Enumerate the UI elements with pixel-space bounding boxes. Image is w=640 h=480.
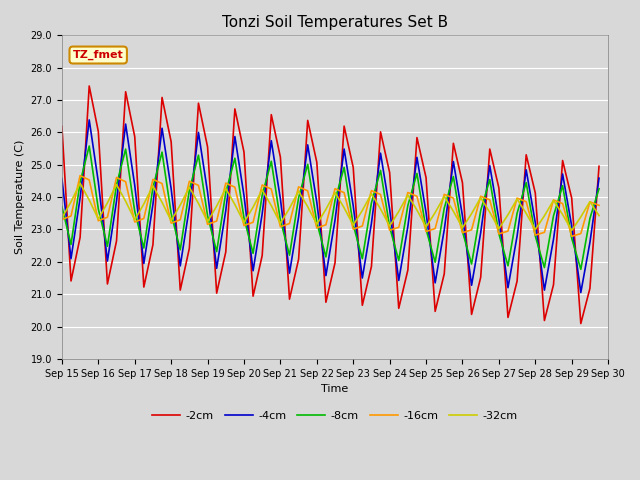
- -4cm: [595, 175, 603, 181]
- -16cm: [158, 180, 166, 186]
- -2cm: [240, 149, 248, 155]
- -2cm: [577, 321, 585, 326]
- -16cm: [222, 180, 230, 186]
- -8cm: [204, 213, 211, 218]
- -2cm: [85, 83, 93, 89]
- -2cm: [158, 95, 166, 100]
- -16cm: [249, 219, 257, 225]
- -8cm: [158, 149, 166, 155]
- -4cm: [85, 117, 93, 123]
- -2cm: [249, 293, 257, 299]
- Line: -4cm: -4cm: [62, 120, 599, 292]
- -2cm: [222, 249, 230, 255]
- -32cm: [249, 204, 257, 210]
- -8cm: [249, 251, 257, 256]
- -8cm: [85, 143, 93, 149]
- -16cm: [595, 203, 603, 208]
- Line: -2cm: -2cm: [62, 86, 599, 324]
- -8cm: [222, 190, 230, 195]
- -16cm: [76, 173, 84, 179]
- Text: TZ_fmet: TZ_fmet: [73, 50, 124, 60]
- -2cm: [404, 267, 412, 273]
- X-axis label: Time: Time: [321, 384, 349, 394]
- -32cm: [158, 199, 166, 205]
- -4cm: [158, 125, 166, 131]
- -16cm: [404, 190, 412, 195]
- -2cm: [595, 163, 603, 169]
- Title: Tonzi Soil Temperatures Set B: Tonzi Soil Temperatures Set B: [222, 15, 448, 30]
- -16cm: [240, 223, 248, 228]
- -8cm: [595, 186, 603, 192]
- -4cm: [249, 268, 257, 274]
- Line: -32cm: -32cm: [62, 183, 599, 230]
- -32cm: [404, 192, 412, 198]
- -4cm: [404, 224, 412, 229]
- -8cm: [240, 215, 248, 221]
- Legend: -2cm, -4cm, -8cm, -16cm, -32cm: -2cm, -4cm, -8cm, -16cm, -32cm: [148, 407, 522, 425]
- -8cm: [404, 203, 412, 208]
- -4cm: [204, 189, 211, 195]
- -2cm: [204, 144, 211, 150]
- -32cm: [595, 213, 603, 218]
- -2cm: [58, 123, 66, 129]
- -4cm: [58, 176, 66, 181]
- -32cm: [222, 186, 230, 192]
- -32cm: [76, 180, 84, 186]
- -32cm: [568, 228, 575, 233]
- -16cm: [568, 233, 575, 239]
- Y-axis label: Soil Temperature (C): Soil Temperature (C): [15, 140, 25, 254]
- -16cm: [204, 221, 211, 227]
- -8cm: [58, 204, 66, 210]
- -4cm: [240, 192, 248, 198]
- -8cm: [577, 266, 585, 272]
- -32cm: [58, 215, 66, 221]
- -4cm: [577, 289, 585, 295]
- -16cm: [58, 216, 66, 222]
- Line: -16cm: -16cm: [62, 176, 599, 236]
- -4cm: [222, 208, 230, 214]
- -32cm: [240, 220, 248, 226]
- -32cm: [204, 219, 211, 225]
- Line: -8cm: -8cm: [62, 146, 599, 269]
